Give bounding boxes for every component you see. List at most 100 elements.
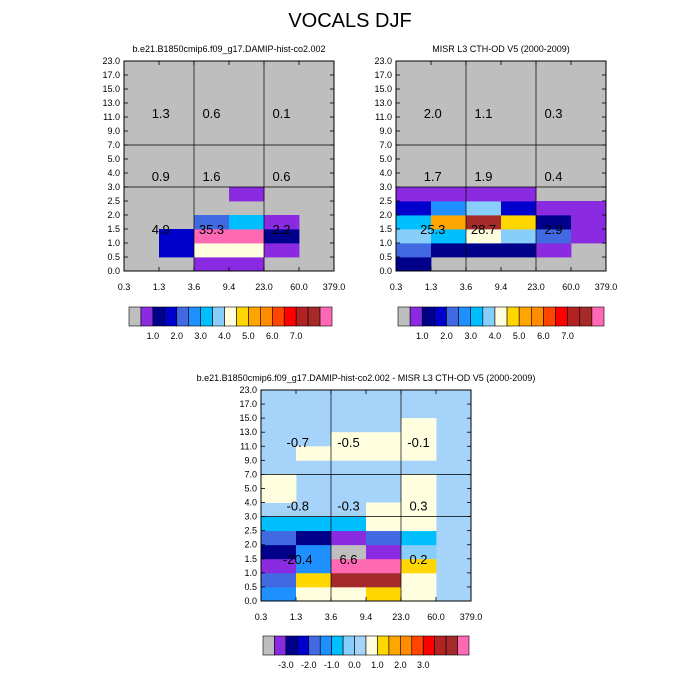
y-tick-label: 1.0 (244, 568, 257, 578)
colorbar-swatch (236, 306, 249, 327)
figure-title: VOCALS DJF (288, 10, 412, 32)
x-tick-label: 3.6 (325, 612, 338, 622)
heatmap-cell (466, 215, 502, 230)
heatmap-cell (261, 488, 297, 503)
y-tick-label: 9.0 (379, 126, 392, 136)
heatmap-cell (229, 257, 265, 272)
y-tick-label: 13.0 (374, 98, 392, 108)
heatmap-cell (366, 432, 402, 447)
y-tick-label: 11.0 (375, 112, 392, 122)
colorbar-swatch (506, 306, 520, 327)
colorbar-swatch (409, 306, 423, 327)
colorbar-swatch (271, 306, 285, 327)
panel-title: b.e21.B1850cmip6.f09_g17.DAMIP-hist-co2.… (197, 373, 536, 383)
colorbar-swatch (354, 635, 367, 656)
heatmap-cell (366, 558, 402, 574)
heatmap-cell (401, 544, 437, 560)
y-tick-label: 2.5 (244, 526, 257, 536)
summary-value: 1.6 (202, 169, 220, 184)
x-tick-label: 0.3 (390, 282, 403, 292)
y-tick-label: 2.5 (379, 196, 392, 206)
colorbar-swatch (212, 306, 225, 327)
y-tick-label: 3.0 (244, 512, 257, 522)
heatmap-cell (296, 586, 332, 602)
summary-value: 2.0 (424, 106, 442, 121)
heatmap-cell (431, 243, 467, 258)
y-tick-label: 7.0 (379, 140, 392, 150)
heatmap-cell (331, 446, 367, 461)
y-tick-label: 15.0 (239, 413, 257, 423)
panel-title: MISR L3 CTH-OD V5 (2000-2009) (432, 44, 570, 54)
colorbar-label: 2.0 (440, 331, 453, 341)
colorbar-swatch (262, 635, 275, 656)
y-tick-label: 5.0 (107, 154, 120, 164)
y-tick-label: 13.0 (102, 98, 120, 108)
x-tick-label: 9.4 (223, 282, 236, 292)
y-tick-label: 13.0 (239, 427, 257, 437)
colorbar-label: 3.0 (417, 660, 430, 670)
y-tick-label: 1.5 (244, 554, 257, 564)
heatmap-cell (264, 243, 300, 258)
heatmap-cell (536, 229, 572, 244)
panel-title: b.e21.B1850cmip6.f09_g17.DAMIP-hist-co2.… (132, 44, 325, 54)
colorbar-label: 1.0 (371, 660, 384, 670)
y-tick-label: 4.0 (107, 168, 120, 178)
colorbar-swatch (128, 306, 142, 327)
heatmap-cell (401, 586, 437, 602)
y-tick-label: 0.5 (107, 252, 120, 262)
y-tick-label: 5.0 (379, 154, 392, 164)
summary-value: 0.6 (202, 106, 220, 121)
x-tick-label: 1.3 (153, 282, 166, 292)
summary-value: 0.3 (409, 498, 427, 513)
colorbar-swatch (530, 306, 544, 327)
colorbar-label: 4.0 (218, 331, 231, 341)
x-tick-label: 379.0 (460, 612, 483, 622)
heatmap-cell (571, 229, 607, 244)
colorbar-label: 3.0 (464, 331, 477, 341)
colorbar-swatch (518, 306, 532, 327)
summary-value: -0.5 (337, 435, 359, 450)
heatmap-cell (261, 572, 297, 588)
x-tick-label: 1.3 (425, 282, 438, 292)
y-tick-label: 0.5 (244, 582, 257, 592)
colorbar-swatch (260, 306, 273, 327)
y-tick-label: 2.5 (107, 196, 120, 206)
heatmap-cell (466, 187, 502, 202)
heatmap-cell (261, 558, 297, 574)
colorbar-label: 3.0 (194, 331, 207, 341)
summary-value: -20.4 (283, 552, 313, 567)
heatmap-cell (366, 572, 402, 588)
colorbar-label: 2.0 (394, 660, 407, 670)
heatmap-cell (401, 530, 437, 546)
y-tick-label: 0.0 (244, 596, 257, 606)
colorbar-label: 1.0 (416, 331, 429, 341)
heatmap-cell (229, 215, 265, 230)
y-tick-label: 0.5 (379, 252, 392, 262)
x-tick-label: 60.0 (290, 282, 308, 292)
colorbar-label: 7.0 (561, 331, 574, 341)
x-tick-label: 379.0 (323, 282, 346, 292)
summary-value: 0.3 (544, 106, 562, 121)
colorbar-swatch (377, 635, 390, 656)
colorbar-swatch (308, 635, 321, 656)
heatmap-cell (401, 572, 437, 588)
summary-value: 1.9 (474, 169, 492, 184)
heatmap-cell (331, 572, 367, 588)
y-tick-label: 9.0 (107, 126, 120, 136)
summary-value: 0.6 (272, 169, 290, 184)
colorbar-swatch (297, 635, 310, 656)
summary-value: 0.4 (544, 169, 562, 184)
colorbar-swatch (543, 306, 556, 327)
heatmap-cell (466, 201, 502, 216)
y-tick-label: 3.0 (107, 182, 120, 192)
colorbar-swatch (319, 306, 333, 327)
colorbar-swatch (176, 306, 190, 327)
heatmap-cell (261, 474, 297, 489)
y-tick-label: 23.0 (239, 385, 257, 395)
heatmap-cell (331, 530, 367, 546)
colorbar-swatch (434, 635, 447, 656)
y-tick-label: 2.0 (379, 210, 392, 220)
summary-value: 4.9 (152, 222, 170, 237)
x-tick-label: 23.0 (255, 282, 273, 292)
heatmap-cell (261, 544, 297, 560)
